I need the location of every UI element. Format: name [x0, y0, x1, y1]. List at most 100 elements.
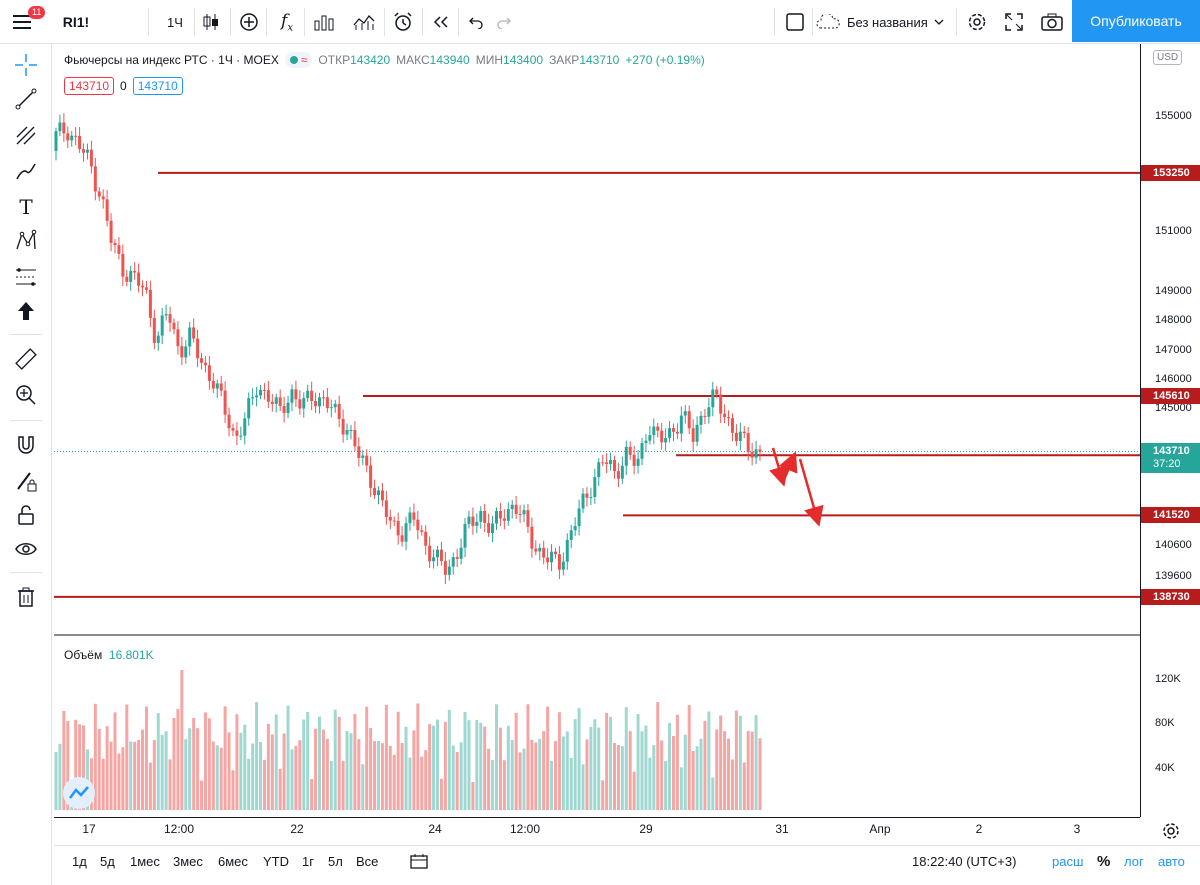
redo-button[interactable] [492, 0, 516, 44]
projection-arrow[interactable] [778, 451, 798, 483]
log-scale-button[interactable]: лог [1124, 853, 1144, 869]
sell-price-box[interactable]: 143710 [64, 77, 115, 95]
candle-body [274, 397, 278, 404]
time-axis[interactable]: 17 12:00 22 24 12:00 29 31 Апр 2 3 [54, 817, 1140, 845]
magnet-tool[interactable] [8, 430, 44, 460]
price-tick-label: 145000 [1155, 402, 1192, 414]
crosshair-tool[interactable] [8, 50, 44, 80]
volume-bar [93, 703, 97, 810]
range-button-Все[interactable]: Все [356, 853, 379, 869]
level-price-mark[interactable]: 145610 [1141, 387, 1200, 404]
level-price-mark[interactable]: 153250 [1141, 164, 1200, 181]
level-price-mark[interactable]: 138730 [1141, 588, 1200, 605]
chart-settings-button[interactable] [1158, 817, 1184, 845]
range-button-YTD[interactable]: YTD [263, 853, 289, 869]
extended-scale-button[interactable]: расш [1052, 853, 1084, 869]
candle-body [711, 389, 715, 408]
icon-tool[interactable] [8, 296, 44, 326]
volume-bar [388, 745, 392, 810]
settings-button[interactable] [964, 0, 990, 44]
volume-bar [408, 757, 412, 810]
compare-button[interactable] [236, 0, 262, 44]
candle-body [459, 547, 463, 559]
volume-bar [526, 704, 530, 810]
symbol-search-button[interactable]: RI1! [62, 14, 90, 30]
pattern-tool[interactable] [8, 226, 44, 256]
range-button-6мес[interactable]: 6мес [218, 853, 248, 869]
range-button-1мес[interactable]: 1мес [130, 853, 160, 869]
clock-label[interactable]: 18:22:40 (UTC+3) [912, 853, 1017, 869]
volume-bar [121, 747, 125, 810]
fullscreen-button[interactable] [1000, 0, 1028, 44]
volume-bar [553, 741, 557, 810]
percent-scale-button[interactable]: % [1097, 852, 1111, 870]
lock-drawing-tool[interactable] [8, 466, 44, 496]
volume-bar [215, 745, 219, 810]
candle-style-button[interactable] [198, 0, 224, 44]
range-button-1д[interactable]: 1д [72, 853, 87, 869]
range-button-1г[interactable]: 1г [302, 853, 314, 869]
candle-body [668, 428, 672, 438]
buy-price-box[interactable]: 143710 [132, 77, 183, 95]
candle-body [144, 287, 148, 290]
prediction-tool[interactable] [8, 262, 44, 292]
alert-button[interactable] [390, 0, 416, 44]
volume-bar [483, 726, 487, 810]
templates-button[interactable] [310, 0, 338, 44]
candle-body [573, 526, 577, 531]
main-menu-button[interactable]: 11 [0, 0, 46, 44]
candle-body [239, 435, 243, 437]
undo-button[interactable] [464, 0, 488, 44]
volume-bar [494, 704, 498, 810]
currency-label[interactable]: USD [1153, 50, 1183, 65]
hide-drawings-tool[interactable] [8, 534, 44, 564]
candle-body [432, 557, 436, 562]
candle-body [758, 449, 762, 452]
price-axis[interactable]: USD 155000 151000 149000 148000 147000 146000… [1140, 44, 1200, 817]
pitchfork-tool[interactable] [8, 120, 44, 150]
replay-compare-button[interactable] [350, 0, 378, 44]
fullscreen-selector-button[interactable] [782, 0, 808, 44]
candle-body [58, 122, 62, 132]
pitchfork-icon [16, 126, 36, 145]
candle-body [510, 504, 514, 510]
candle-body [703, 415, 707, 417]
interval-button[interactable]: 1Ч [167, 14, 183, 30]
volume-bar [176, 708, 180, 810]
volume-bar [754, 715, 758, 810]
brush-tool[interactable] [8, 156, 44, 186]
candle-body [121, 253, 125, 277]
lock-all-tool[interactable] [8, 500, 44, 530]
range-button-5д[interactable]: 5д [100, 853, 115, 869]
projection-arrow[interactable] [769, 447, 789, 487]
publish-button[interactable]: Опубликовать [1072, 0, 1200, 42]
candle-body [715, 389, 719, 395]
candle-body [675, 431, 679, 434]
range-button-3мес[interactable]: 3мес [173, 853, 203, 869]
snapshot-button[interactable] [1038, 0, 1066, 44]
price-chart[interactable] [54, 44, 1140, 817]
layout-name-button[interactable]: Без названия [815, 0, 945, 44]
series-title[interactable]: Фьючерсы на индекс РТС · 1Ч · MOEX [64, 53, 279, 67]
logo-icon[interactable] [62, 776, 96, 810]
volume-bar [475, 720, 479, 810]
zoom-tool[interactable] [8, 380, 44, 410]
candle-body [546, 557, 550, 563]
range-button-5л[interactable]: 5л [328, 853, 343, 869]
date-range-button[interactable] [410, 846, 428, 876]
remove-drawings-tool[interactable] [8, 582, 44, 612]
auto-scale-button[interactable]: авто [1158, 853, 1185, 869]
candle-body [601, 462, 605, 464]
last-price-mark[interactable]: 143710 37:20 [1141, 443, 1200, 474]
market-status-pill[interactable]: ≈ [284, 52, 313, 68]
volume-bar [144, 706, 148, 810]
replay-button[interactable] [428, 0, 454, 44]
candle-body [259, 389, 263, 396]
indicators-button[interactable]: fx [274, 0, 300, 44]
trend-line-tool[interactable] [8, 84, 44, 114]
text-tool[interactable]: T [8, 192, 44, 222]
chevron-down-icon [934, 19, 944, 25]
ruler-tool[interactable] [8, 344, 44, 374]
level-price-mark[interactable]: 141520 [1141, 507, 1200, 524]
projection-arrow[interactable] [798, 458, 824, 527]
